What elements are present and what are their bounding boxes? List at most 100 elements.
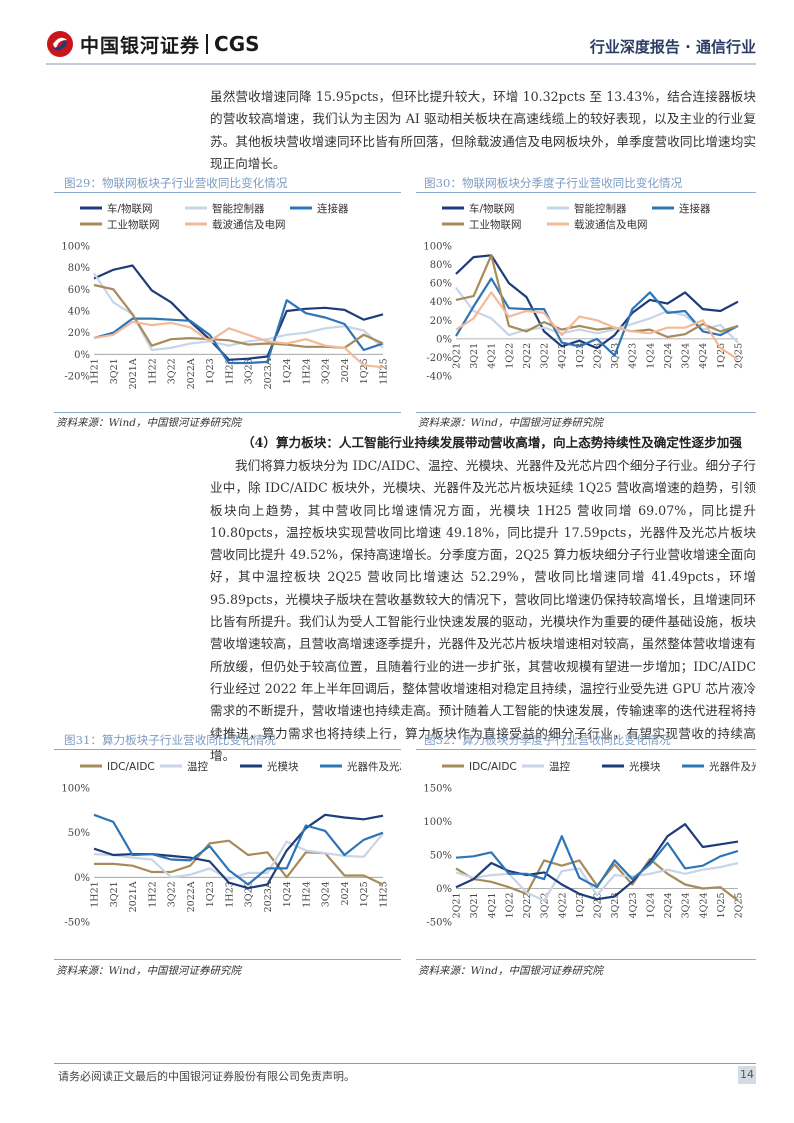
x-tick-label: 1Q25	[716, 893, 727, 919]
figure-29-title-rule	[54, 192, 401, 193]
x-tick-label: 1H22	[147, 358, 158, 384]
y-tick-label: 0%	[74, 350, 90, 361]
x-tick-label: 4Q24	[698, 343, 709, 369]
y-tick-label: 0%	[74, 873, 90, 884]
series-line	[456, 288, 738, 343]
figure-32-source: 资料来源：Wind，中国银河证券研究院	[418, 963, 603, 978]
x-tick-label: 3Q22	[540, 343, 551, 369]
x-tick-label: 2022A	[186, 358, 197, 389]
legend-label: 光器件及光芯片	[347, 760, 401, 773]
series-line	[94, 815, 383, 885]
legend-label: 工业物联网	[107, 218, 160, 231]
y-tick-label: 0%	[436, 884, 452, 895]
x-tick-label: 2024	[340, 358, 351, 382]
x-tick-label: 1Q24	[645, 893, 656, 919]
legend-label: 智能控制器	[574, 202, 627, 215]
figure-29-title: 图29：物联网板块子行业营收同比变化情况	[64, 174, 287, 192]
series-line	[94, 834, 383, 880]
x-tick-label: 2Q22	[522, 893, 533, 919]
y-tick-label: 100%	[423, 817, 452, 828]
x-tick-label: 1Q22	[504, 343, 515, 369]
y-tick-label: -20%	[64, 372, 90, 383]
footer-divider	[54, 1063, 756, 1064]
company-logo: 中国银河证券 CGS	[46, 30, 260, 58]
x-tick-label: 2Q25	[734, 343, 745, 369]
figure-29-source: 资料来源：Wind，中国银河证券研究院	[56, 415, 241, 430]
figure-31-source-rule	[54, 959, 401, 960]
legend-label: 智能控制器	[212, 202, 265, 215]
x-tick-label: 1Q25	[359, 881, 370, 907]
legend-label: 光模块	[267, 760, 299, 773]
page-number: 14	[738, 1066, 756, 1084]
x-tick-label: 3Q24	[681, 343, 692, 369]
legend-label: IDC/AIDC	[107, 761, 155, 773]
x-tick-label: 2022A	[186, 881, 197, 912]
legend-label: 载波通信及电网	[212, 218, 286, 231]
y-tick-label: -50%	[64, 918, 90, 929]
x-tick-label: 3Q22	[167, 881, 178, 907]
y-tick-label: 60%	[430, 279, 452, 290]
logo-chinese-name: 中国银河证券	[80, 31, 200, 58]
legend-label: 温控	[549, 760, 570, 773]
figure-31-chart: IDC/AIDC温控光模块光器件及光芯片100%50%0%-50%1H213Q2…	[54, 752, 401, 956]
report-type: 行业深度报告 · 通信行业	[590, 36, 756, 57]
y-tick-label: 60%	[68, 285, 90, 296]
x-tick-label: 4Q23	[628, 893, 639, 919]
figure-31-title-rule	[54, 749, 401, 750]
y-tick-label: 40%	[68, 307, 90, 318]
legend-label: 光模块	[629, 760, 661, 773]
x-tick-label: 1Q22	[504, 893, 515, 919]
body-paragraph-2: 我们将算力板块分为 IDC/AIDC、温控、光模块、光器件及光芯片四个细分子行业…	[210, 455, 756, 767]
figure-31-source: 资料来源：Wind，中国银河证券研究院	[56, 963, 241, 978]
y-tick-label: 100%	[61, 242, 90, 253]
legend-label: 载波通信及电网	[574, 218, 648, 231]
x-tick-label: 4Q21	[487, 893, 498, 919]
legend-label: 连接器	[679, 202, 711, 215]
logo-mark-icon	[46, 30, 74, 58]
x-tick-label: 2Q21	[452, 893, 463, 919]
y-tick-label: 100%	[61, 784, 90, 795]
series-line	[94, 266, 383, 360]
x-tick-label: 1H21	[90, 881, 101, 907]
x-tick-label: 2Q24	[663, 343, 674, 369]
y-tick-label: 50%	[430, 851, 452, 862]
legend-label: 连接器	[317, 202, 349, 215]
x-tick-label: 4Q23	[628, 343, 639, 369]
y-tick-label: 80%	[68, 263, 90, 274]
x-tick-label: 3Q23	[244, 881, 255, 907]
x-tick-label: 2Q25	[734, 893, 745, 919]
x-tick-label: 2Q22	[522, 343, 533, 369]
x-tick-label: 1H25	[379, 881, 390, 907]
logo-separator	[206, 34, 208, 54]
x-tick-label: 1H21	[90, 358, 101, 384]
header-divider	[46, 63, 756, 65]
x-tick-label: 4Q24	[698, 893, 709, 919]
x-tick-label: 1H22	[147, 881, 158, 907]
figure-32-chart: IDC/AIDC温控光模块光器件及光芯片150%100%50%0%-50%2Q2…	[416, 752, 756, 956]
x-tick-label: 3Q21	[109, 358, 120, 384]
x-tick-label: 2021A	[128, 881, 139, 912]
x-tick-label: 3Q21	[469, 893, 480, 919]
y-tick-label: 0%	[436, 334, 452, 345]
body-paragraph-1: 虽然营收增速同降 15.95pcts，但环比提升较大，环增 10.32pcts …	[210, 86, 756, 175]
figure-32-source-rule	[416, 959, 756, 960]
x-tick-label: 1H24	[301, 881, 312, 907]
y-tick-label: 20%	[430, 316, 452, 327]
x-tick-label: 3Q21	[109, 881, 120, 907]
x-tick-label: 3Q22	[540, 893, 551, 919]
x-tick-label: 1Q23	[205, 358, 216, 384]
legend-label: 车/物联网	[107, 202, 153, 215]
legend-label: 光器件及光芯片	[709, 760, 756, 773]
legend-label: 工业物联网	[469, 218, 522, 231]
series-line	[94, 285, 383, 348]
x-tick-label: 1Q24	[645, 343, 656, 369]
figure-29-source-rule	[54, 412, 401, 413]
x-tick-label: 4Q22	[557, 893, 568, 919]
figure-29-chart: 车/物联网 智能控制器 连接器工业物联网 载波通信及电网 100% 80% 60% 40% 20…	[54, 194, 401, 410]
figure-30-title: 图30：物联网板块分季度子行业营收同比变化情况	[424, 174, 682, 192]
x-tick-label: 1H25	[379, 358, 390, 384]
figure-32-title: 图32：算力板块分季度子行业营收同比变化情况	[424, 731, 671, 749]
series-line	[456, 836, 738, 887]
legend-label: 车/物联网	[469, 202, 515, 215]
figure-31-title: 图31：算力板块子行业营收同比变化情况	[64, 731, 276, 749]
